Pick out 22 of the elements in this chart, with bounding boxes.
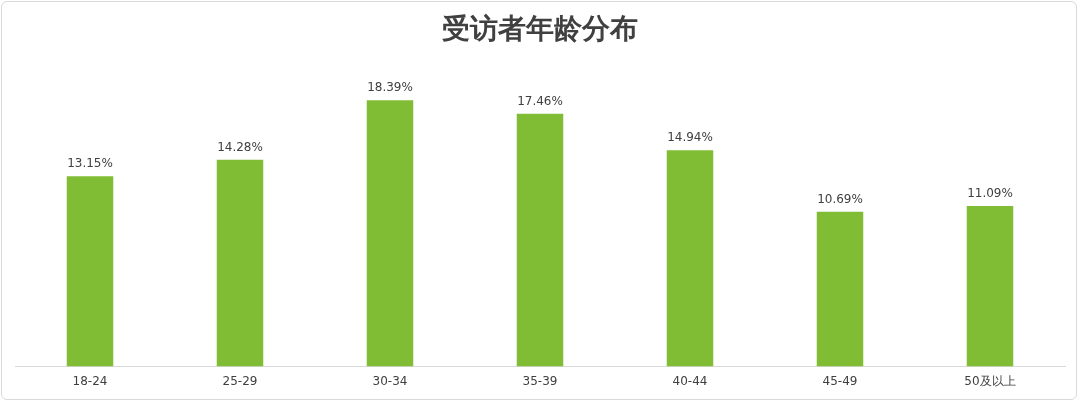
- data-label: 11.09%: [967, 186, 1013, 201]
- data-label: 14.28%: [217, 139, 263, 154]
- data-label: 18.39%: [367, 80, 413, 95]
- x-tick-label: 18-24: [72, 373, 108, 388]
- chart-title: 受访者年龄分布: [441, 11, 639, 47]
- bar: [966, 206, 1014, 367]
- bar: [816, 211, 864, 367]
- x-tick-label: 25-29: [222, 373, 258, 388]
- x-tick-label: 50及以上: [964, 373, 1016, 388]
- x-tick-label: 35-39: [522, 373, 558, 388]
- bar: [366, 100, 414, 367]
- bar: [66, 176, 114, 367]
- data-label: 14.94%: [667, 130, 713, 145]
- data-label: 17.46%: [517, 93, 563, 108]
- x-tick-label: 40-44: [672, 373, 708, 388]
- x-tick-label: 45-49: [822, 373, 858, 388]
- bar: [516, 113, 564, 367]
- data-label: 10.69%: [817, 191, 863, 206]
- bar: [216, 159, 264, 367]
- data-label: 13.15%: [67, 156, 113, 171]
- bar: [666, 150, 714, 367]
- x-tick-label: 30-34: [372, 373, 408, 388]
